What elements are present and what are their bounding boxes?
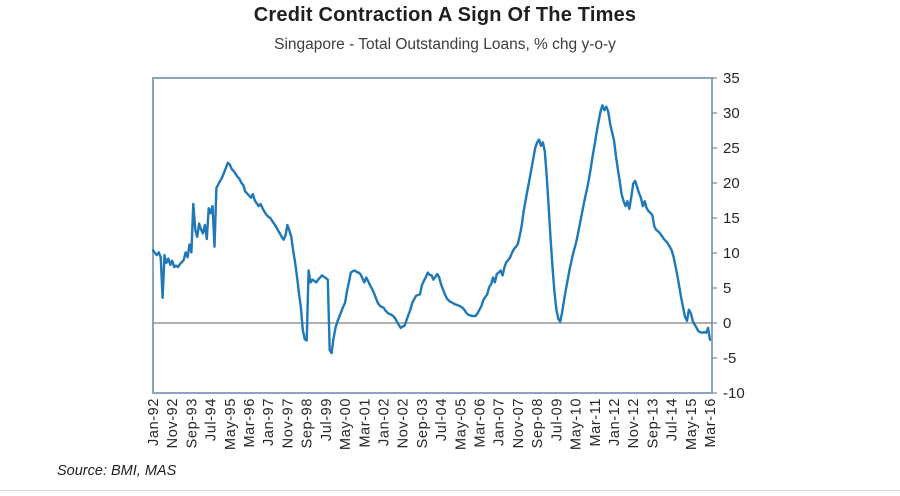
plot-border	[152, 77, 713, 394]
source-note: Source: BMI, MAS	[57, 463, 177, 479]
x-axis-tick-label: Nov-07	[511, 398, 527, 448]
x-axis-tick-label: Jul-09	[549, 398, 565, 441]
x-axis-tick-label: Mar-06	[473, 398, 489, 448]
y-axis-tick-label: 25	[723, 140, 740, 157]
y-axis-tick-label: 5	[723, 280, 731, 297]
x-axis-tick-label: Sep-08	[530, 398, 546, 448]
loans-series-line	[151, 104, 712, 355]
x-axis-tick-label: Jan-07	[492, 398, 508, 446]
y-axis-tick-label: 10	[723, 245, 740, 262]
y-axis-tick-label: 15	[723, 210, 740, 227]
y-axis-tick-label: 35	[723, 70, 740, 87]
y-axis-tick-label: 30	[723, 105, 740, 122]
x-axis-tick-label: Mar-96	[242, 398, 258, 448]
x-axis-tick-label: Sep-93	[184, 398, 200, 448]
x-axis-tick-label: Jan-97	[261, 398, 277, 446]
x-axis-tick-label: Mar-11	[588, 398, 604, 446]
x-axis-tick-label: Sep-98	[300, 398, 316, 448]
chart-title: Credit Contraction A Sign Of The Times	[253, 4, 637, 26]
x-axis-tick-label: Jan-12	[607, 398, 623, 446]
x-axis-tick-label: Sep-13	[645, 398, 661, 448]
x-axis-tick-label: Nov-12	[626, 398, 642, 448]
y-axis-tick-label: 0	[723, 315, 731, 332]
x-axis-tick-label: Jul-04	[434, 398, 450, 441]
x-axis-tick-label: Jan-92	[146, 398, 162, 446]
x-axis-tick-label: Jul-14	[665, 398, 681, 441]
bottom-divider	[0, 490, 900, 491]
y-axis-tick-label: -10	[723, 385, 745, 402]
x-axis-tick-label: May-10	[569, 398, 585, 450]
x-axis-tick-label: Nov-92	[165, 398, 181, 448]
y-axis-tick-label: 20	[723, 175, 740, 192]
x-axis-tick-label: May-05	[453, 398, 469, 450]
x-axis-tick-label: Jul-99	[319, 398, 335, 441]
x-axis-tick-label: Sep-03	[415, 398, 431, 448]
x-axis-tick-label: Nov-97	[280, 398, 296, 448]
y-axis-tick-label: -5	[723, 350, 736, 367]
x-axis-tick-label: Mar-01	[357, 398, 373, 448]
chart-subtitle: Singapore - Total Outstanding Loans, % c…	[274, 36, 616, 53]
x-axis-tick-label: Nov-02	[396, 398, 412, 448]
x-axis-tick-label: Jul-94	[204, 398, 220, 441]
x-axis-tick-label: May-15	[684, 398, 700, 450]
x-axis-tick-label: May-95	[223, 398, 239, 450]
x-axis-tick-label: May-00	[338, 398, 354, 450]
x-axis-tick-label: Mar-16	[703, 398, 719, 448]
x-axis-tick-label: Jan-02	[376, 398, 392, 446]
